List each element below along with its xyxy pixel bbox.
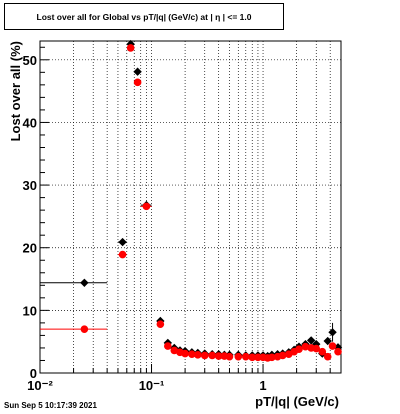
timestamp: Sun Sep 5 10:17:39 2021 xyxy=(4,401,97,410)
data-point xyxy=(188,350,196,359)
data-point xyxy=(156,320,165,328)
data-point xyxy=(268,353,276,362)
data-point xyxy=(301,342,310,351)
data-point xyxy=(241,352,250,361)
data-point xyxy=(278,351,287,360)
y-axis-label: Lost over all (%) xyxy=(8,41,23,141)
data-point xyxy=(80,325,89,333)
data-point xyxy=(323,352,332,361)
data-point xyxy=(214,352,223,360)
data-series xyxy=(40,44,342,362)
y-tick-label: 50 xyxy=(23,53,37,68)
plot-title-box: Lost over all for Global vs pT/|q| (GeV/… xyxy=(4,3,284,30)
data-point xyxy=(118,237,127,247)
plot-title: Lost over all for Global vs pT/|q| (GeV/… xyxy=(36,11,252,22)
data-points xyxy=(40,39,343,362)
y-tick-label: 10 xyxy=(23,303,37,318)
data-point xyxy=(126,44,135,52)
y-tick-label: 40 xyxy=(23,115,37,130)
data-point xyxy=(133,67,142,76)
data-point xyxy=(225,352,234,361)
data-point xyxy=(200,351,209,360)
data-point xyxy=(248,353,257,362)
data-point xyxy=(234,352,243,361)
data-point xyxy=(306,336,316,345)
data-point xyxy=(295,345,303,353)
data-point xyxy=(142,202,151,211)
data-point xyxy=(334,347,342,356)
data-point xyxy=(318,347,327,356)
data-point xyxy=(80,278,89,287)
plot-frame xyxy=(39,40,342,374)
data-point xyxy=(323,336,332,346)
data-point xyxy=(328,328,337,337)
x-tick-label: 10⁻² xyxy=(27,378,53,393)
data-point xyxy=(164,342,172,350)
y-tick-label: 30 xyxy=(23,178,37,193)
data-point xyxy=(312,344,321,353)
x-axis-label: pT/|q| (GeV/c) xyxy=(255,394,339,409)
data-point xyxy=(118,250,127,259)
data-point xyxy=(328,342,337,350)
y-tick-label: 20 xyxy=(23,241,37,256)
grid-lines xyxy=(40,41,341,373)
x-tick-label: 1 xyxy=(259,378,266,393)
data-point xyxy=(194,351,202,359)
data-point xyxy=(208,351,217,360)
axis-ticks: 0 10 20 30 40 50 10⁻² 10⁻¹ 1 xyxy=(23,46,331,393)
data-point xyxy=(181,349,189,358)
x-tick-label: 10⁻¹ xyxy=(139,378,165,393)
data-point xyxy=(170,346,179,355)
data-point xyxy=(133,78,142,87)
y-tick-label: 0 xyxy=(30,366,37,381)
